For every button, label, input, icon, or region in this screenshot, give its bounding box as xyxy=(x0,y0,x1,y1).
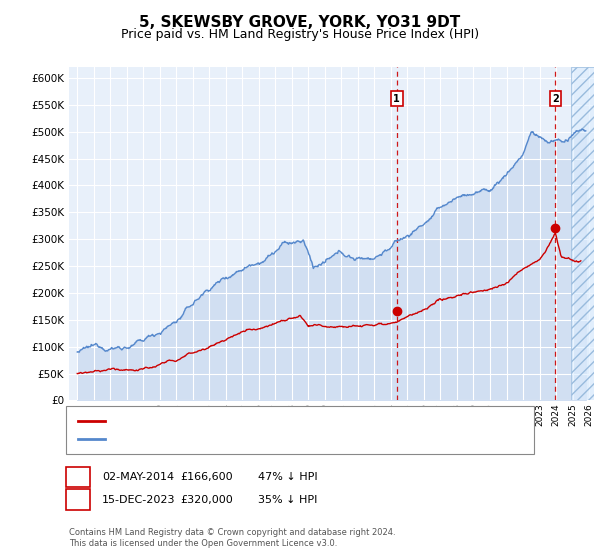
Text: 5, SKEWSBY GROVE, YORK, YO31 9DT: 5, SKEWSBY GROVE, YORK, YO31 9DT xyxy=(139,15,461,30)
Text: £320,000: £320,000 xyxy=(180,494,233,505)
Text: 1: 1 xyxy=(394,94,400,104)
Text: 2: 2 xyxy=(74,494,82,505)
Text: 47% ↓ HPI: 47% ↓ HPI xyxy=(258,472,317,482)
Text: £166,600: £166,600 xyxy=(180,472,233,482)
Text: 2: 2 xyxy=(552,94,559,104)
Text: 1: 1 xyxy=(74,472,82,482)
Text: 5, SKEWSBY GROVE, YORK, YO31 9DT (detached house): 5, SKEWSBY GROVE, YORK, YO31 9DT (detach… xyxy=(110,417,400,426)
Text: HPI: Average price, detached house, York: HPI: Average price, detached house, York xyxy=(110,434,325,444)
Text: 35% ↓ HPI: 35% ↓ HPI xyxy=(258,494,317,505)
Text: Contains HM Land Registry data © Crown copyright and database right 2024.
This d: Contains HM Land Registry data © Crown c… xyxy=(69,528,395,548)
Text: 15-DEC-2023: 15-DEC-2023 xyxy=(102,494,176,505)
Text: Price paid vs. HM Land Registry's House Price Index (HPI): Price paid vs. HM Land Registry's House … xyxy=(121,28,479,41)
Text: 02-MAY-2014: 02-MAY-2014 xyxy=(102,472,174,482)
